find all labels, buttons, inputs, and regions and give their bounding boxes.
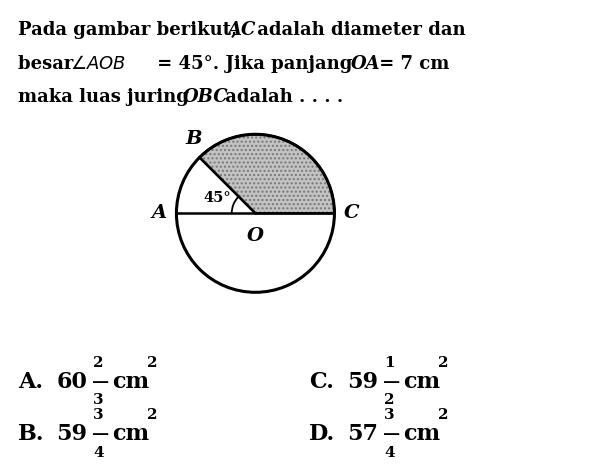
Text: OBC: OBC <box>183 88 229 106</box>
Text: 4: 4 <box>93 446 104 460</box>
Text: A: A <box>152 204 167 222</box>
Text: 3: 3 <box>384 408 395 422</box>
Text: cm: cm <box>403 371 441 392</box>
Text: Pada gambar berikut,: Pada gambar berikut, <box>18 21 244 39</box>
Text: 3: 3 <box>93 408 104 422</box>
Text: O: O <box>247 227 264 245</box>
Text: C.: C. <box>309 371 334 392</box>
Text: 2: 2 <box>438 356 448 370</box>
Text: 2: 2 <box>93 356 104 370</box>
Text: adalah . . . .: adalah . . . . <box>219 88 343 106</box>
Text: cm: cm <box>112 371 150 392</box>
Text: = 7 cm: = 7 cm <box>373 55 450 73</box>
Text: ―: ― <box>93 427 109 441</box>
Text: = 45°. Jika panjang: = 45°. Jika panjang <box>151 55 359 73</box>
Text: adalah diameter dan: adalah diameter dan <box>251 21 465 39</box>
Text: B.: B. <box>18 423 45 445</box>
Text: cm: cm <box>403 423 441 445</box>
Text: B: B <box>185 130 201 148</box>
Text: ―: ― <box>384 374 400 389</box>
Text: 3: 3 <box>93 393 104 408</box>
Text: OA: OA <box>350 55 380 73</box>
Text: 4: 4 <box>384 446 395 460</box>
Text: 59: 59 <box>56 423 87 445</box>
Text: ―: ― <box>384 427 400 441</box>
Text: 59: 59 <box>347 371 378 392</box>
Text: 2: 2 <box>147 408 157 422</box>
Text: 45°: 45° <box>204 191 231 205</box>
Text: 2: 2 <box>147 356 157 370</box>
Text: 2: 2 <box>438 408 448 422</box>
Text: D.: D. <box>309 423 335 445</box>
Text: 57: 57 <box>347 423 378 445</box>
Text: besar: besar <box>18 55 80 73</box>
Text: maka luas juring: maka luas juring <box>18 88 195 106</box>
Text: 60: 60 <box>56 371 87 392</box>
Text: ―: ― <box>93 374 109 389</box>
Text: A.: A. <box>18 371 43 392</box>
Text: C: C <box>344 204 359 222</box>
Wedge shape <box>200 134 334 213</box>
Text: cm: cm <box>112 423 150 445</box>
Text: 1: 1 <box>384 356 395 370</box>
Text: $\angle AOB$: $\angle AOB$ <box>70 55 126 73</box>
Text: 2: 2 <box>384 393 395 408</box>
Text: AC: AC <box>227 21 255 39</box>
